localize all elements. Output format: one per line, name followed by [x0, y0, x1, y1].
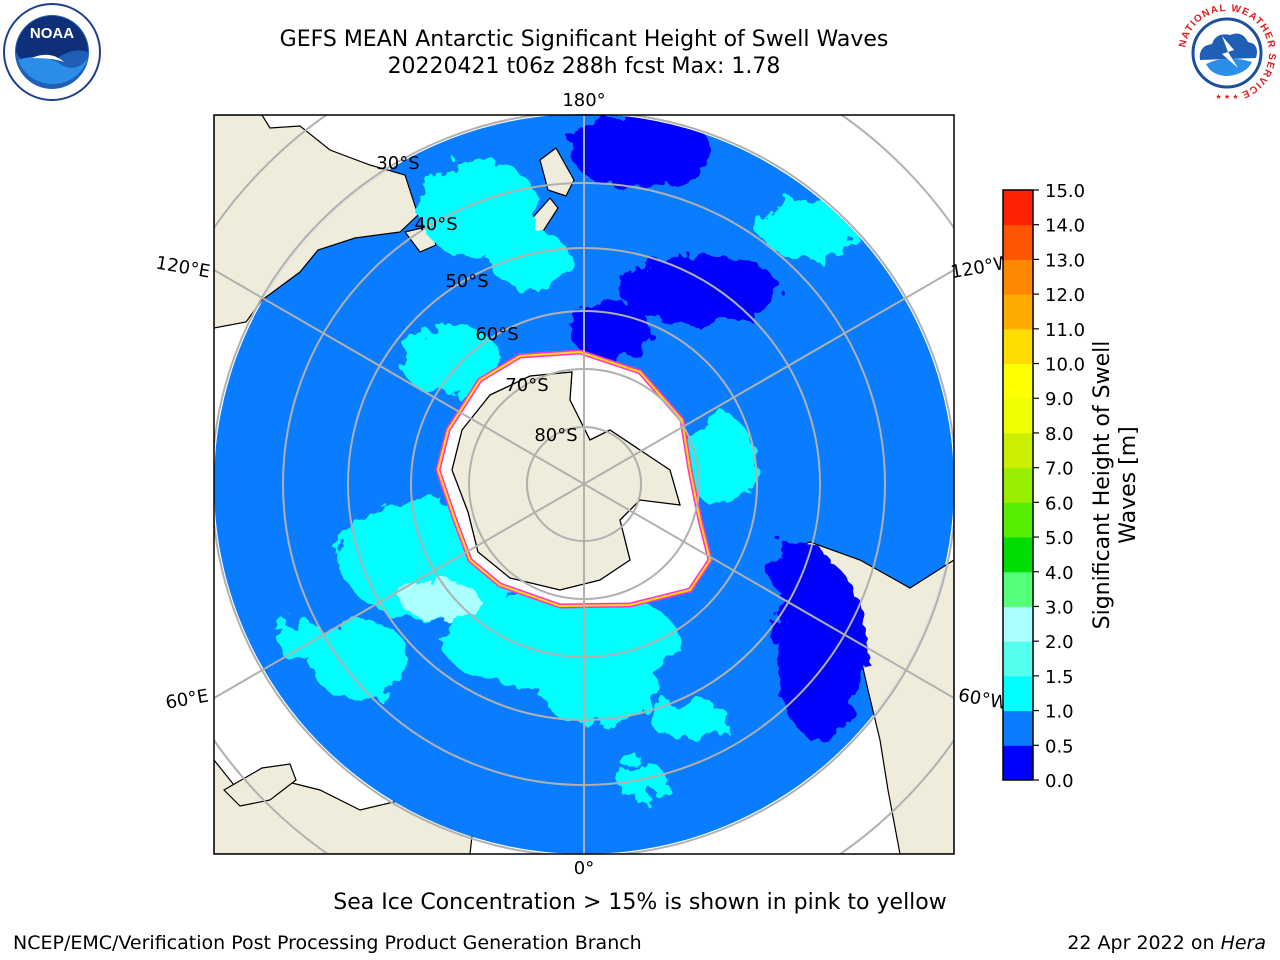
- svg-text:★ ★ ★: ★ ★ ★: [1215, 93, 1238, 101]
- colorbar-tick-label: 14.0: [1045, 216, 1085, 237]
- colorbar-tick-label: 5.0: [1045, 528, 1074, 549]
- colorbar: 0.0 0.5 1.0 1.5 2.0 3.0 4.0 5.0 6.0 7.0 8.0 9.0 10.0…: [1002, 181, 1085, 792]
- colorbar-segment: [1003, 675, 1033, 712]
- svg-text:NOAA: NOAA: [30, 25, 74, 42]
- colorbar-segment: [1003, 398, 1033, 434]
- colorbar-label-line2: Waves [m]: [1116, 426, 1141, 544]
- lon-label-0: 0°: [574, 858, 594, 879]
- colorbar-tick-label: 1.5: [1045, 667, 1074, 688]
- lon-label-60e: 60°E: [164, 685, 210, 713]
- nws-logo: NATIONAL WEATHER SERVICE ★ ★ ★: [1177, 3, 1276, 102]
- colorbar-segment: [1003, 537, 1033, 573]
- colorbar-segment: [1003, 363, 1033, 399]
- colorbar-tick-label: 12.0: [1045, 285, 1085, 306]
- colorbar-tick-label: 7.0: [1045, 459, 1074, 480]
- footer-date-text: 22 Apr 2022 on: [1067, 932, 1215, 954]
- colorbar-segment: [1003, 502, 1033, 538]
- footer-credit: NCEP/EMC/Verification Post Processing Pr…: [13, 932, 642, 954]
- lat-label-70s: 70°S: [505, 375, 548, 396]
- colorbar-segment: [1003, 259, 1033, 295]
- colorbar-tick-label: 1.0: [1045, 702, 1074, 723]
- chart-title: GEFS MEAN Antarctic Significant Height o…: [279, 27, 889, 52]
- colorbar-tick-label: 0.0: [1045, 771, 1074, 792]
- lat-label-80s: 80°S: [534, 425, 577, 446]
- colorbar-tick-label: 15.0: [1045, 181, 1085, 202]
- colorbar-segment: [1003, 190, 1033, 226]
- footer-host: Hera: [1220, 932, 1266, 954]
- graticule: [214, 115, 954, 854]
- colorbar-segment: [1003, 432, 1033, 469]
- lat-label-40s: 40°S: [414, 214, 457, 235]
- colorbar-segment: [1003, 606, 1033, 642]
- colorbar-segment: [1003, 467, 1033, 503]
- colorbar-label-line1: Significant Height of Swell: [1090, 340, 1115, 630]
- colorbar-tick-label: 13.0: [1045, 250, 1085, 271]
- colorbar-tick-label: 4.0: [1045, 563, 1074, 584]
- colorbar-tick-label: 9.0: [1045, 389, 1074, 410]
- colorbar-segment: [1003, 571, 1033, 607]
- colorbar-tick-label: 2.0: [1045, 632, 1074, 653]
- lon-label-120e: 120°E: [154, 252, 212, 282]
- sea-ice-note: Sea Ice Concentration > 15% is shown in …: [333, 890, 947, 915]
- lat-label-60s: 60°S: [475, 324, 518, 345]
- lon-label-180: 180°: [562, 90, 605, 111]
- colorbar-segment: [1003, 224, 1033, 260]
- noaa-logo: NOAA: [3, 3, 101, 101]
- colorbar-tick-label: 3.0: [1045, 597, 1074, 618]
- chart-subtitle: 20220421 t06z 288h fcst Max: 1.78: [387, 54, 781, 79]
- colorbar-tick-label: 6.0: [1045, 493, 1074, 514]
- colorbar-tick-label: 0.5: [1045, 736, 1074, 757]
- colorbar-segment: [1003, 710, 1033, 746]
- colorbar-segment: [1003, 641, 1033, 677]
- lat-label-50s: 50°S: [445, 271, 488, 292]
- lat-label-30s: 30°S: [376, 153, 419, 174]
- colorbar-segment: [1003, 745, 1033, 781]
- colorbar-segment: [1003, 294, 1033, 330]
- colorbar-tick-label: 10.0: [1045, 355, 1085, 376]
- colorbar-tick-label: 8.0: [1045, 424, 1074, 445]
- colorbar-segment: [1003, 328, 1033, 365]
- colorbar-tick-label: 11.0: [1045, 320, 1085, 341]
- lon-label-60w: 60°W: [957, 685, 1010, 714]
- map-frame: [213, 114, 955, 855]
- footer-date: 22 Apr 2022 on Hera: [1067, 932, 1266, 954]
- colorbar-frame: [1002, 189, 1034, 781]
